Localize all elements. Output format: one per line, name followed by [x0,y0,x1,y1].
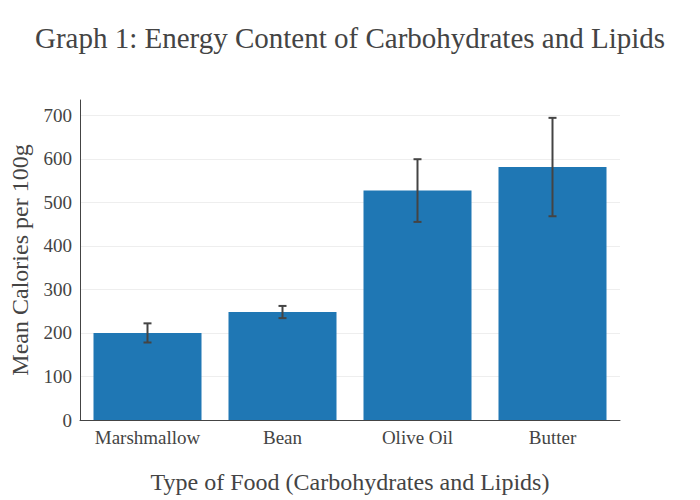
svg-text:Graph 1: Energy Content of Car: Graph 1: Energy Content of Carbohydrates… [35,22,665,54]
svg-text:200: 200 [44,322,73,343]
svg-text:500: 500 [44,192,73,213]
svg-text:100: 100 [44,366,73,387]
svg-text:700: 700 [44,105,73,126]
svg-text:300: 300 [44,279,73,300]
svg-text:Marshmallow: Marshmallow [95,427,201,448]
svg-text:Butter: Butter [529,427,577,448]
svg-text:0: 0 [63,410,73,431]
svg-text:600: 600 [44,148,73,169]
svg-text:Olive Oil: Olive Oil [382,427,453,448]
svg-text:400: 400 [44,235,73,256]
svg-text:Mean Calories per 100g: Mean Calories per 100g [7,144,33,375]
svg-text:Type of Food (Carbohydrates an: Type of Food (Carbohydrates and Lipids) [151,469,550,495]
svg-text:Bean: Bean [263,427,303,448]
